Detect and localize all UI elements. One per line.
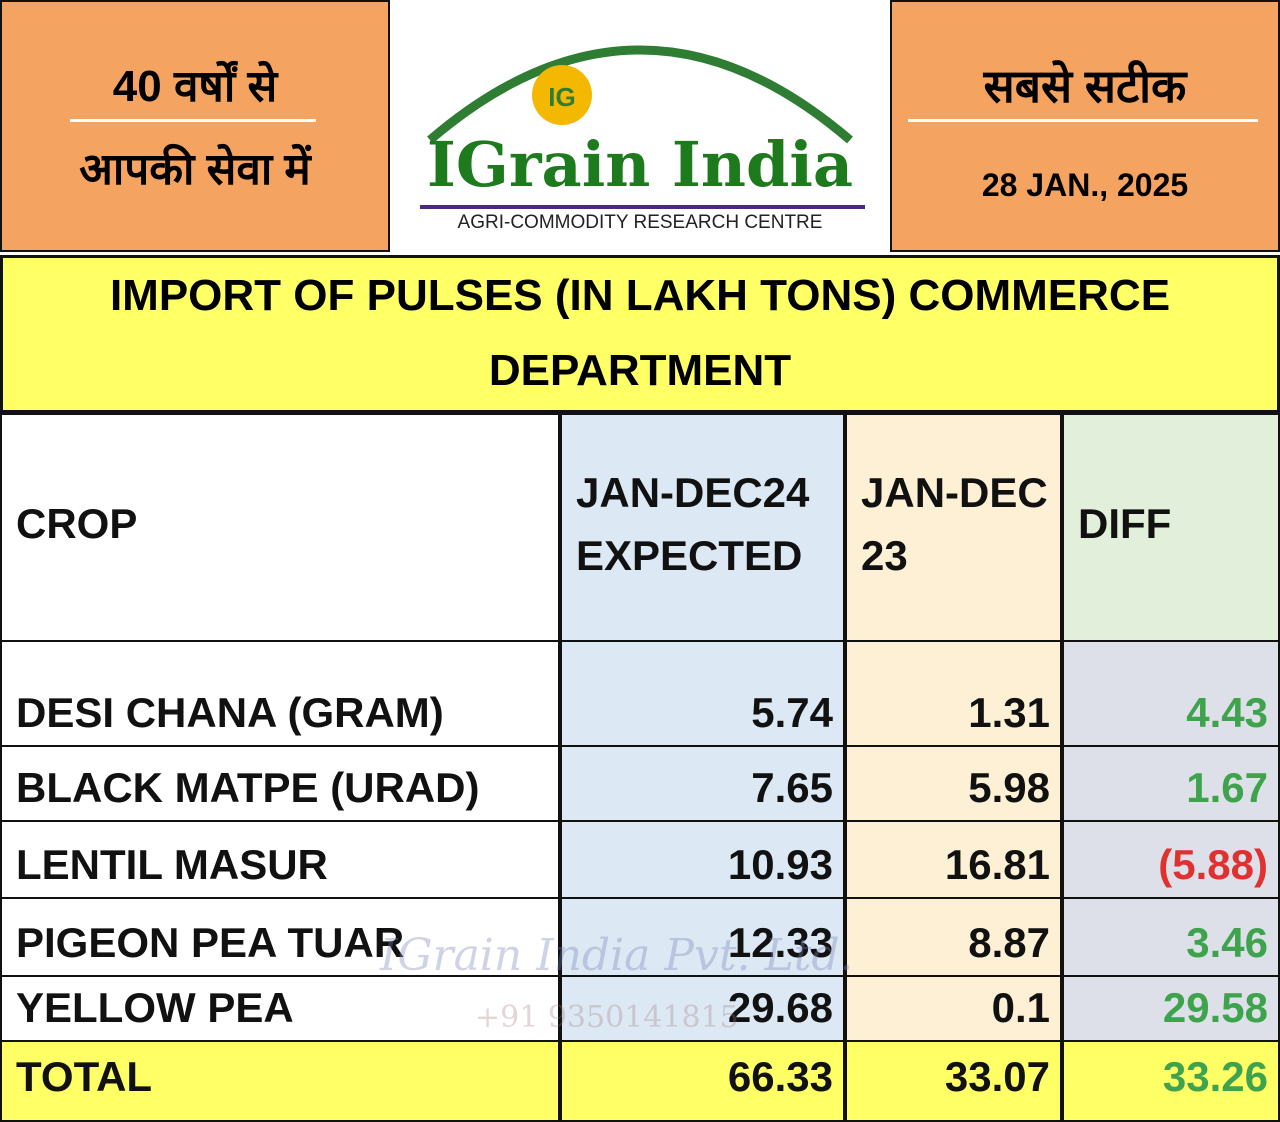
column-header: DIFF: [1062, 413, 1280, 642]
total-value: 66.33: [560, 1040, 845, 1122]
value-cell: (5.88): [1062, 820, 1280, 899]
date: 28 JAN., 2025: [981, 167, 1189, 203]
total-value: 33.26: [1062, 1040, 1280, 1122]
crop-cell: LENTIL MASUR: [0, 820, 560, 899]
value-cell: 1.67: [1062, 745, 1280, 822]
logo-subtitle: AGRI-COMMODITY RESEARCH CENTRE: [457, 212, 823, 233]
value-cell: 29.58: [1062, 975, 1280, 1042]
value-cell: 7.65: [560, 745, 845, 822]
logo: IG IGrain India AGRI-COMMODITY RESEARCH …: [390, 0, 890, 252]
value-cell: 4.43: [1062, 640, 1280, 747]
left-panel: 40 वर्षों से आपकी सेवा में: [0, 0, 390, 252]
column-header: CROP: [0, 413, 560, 642]
value-cell: 10.93: [560, 820, 845, 899]
value-cell: 8.87: [845, 897, 1062, 977]
right-panel: सबसे सटीक 28 JAN., 2025: [890, 0, 1280, 252]
value-cell: 5.98: [845, 745, 1062, 822]
value-cell: 29.68: [560, 975, 845, 1042]
logo-badge: IG: [548, 82, 575, 112]
column-header: JAN-DEC24 EXPECTED: [560, 413, 845, 642]
value-cell: 0.1: [845, 975, 1062, 1042]
value-cell: 5.74: [560, 640, 845, 747]
left-line: आपकी सेवा में: [79, 145, 311, 194]
column-header: JAN-DEC 23: [845, 413, 1062, 642]
value-cell: 12.33: [560, 897, 845, 977]
left-line: 40 वर्षों से: [112, 62, 278, 111]
watermark: IGrain India Pvt. Ltd.: [380, 930, 854, 981]
table-title: IMPORT OF PULSES (IN LAKH TONS) COMMERCE…: [0, 255, 1280, 413]
watermark: +91 9350141815: [475, 1000, 739, 1035]
total-label: TOTAL: [0, 1040, 560, 1122]
total-value: 33.07: [845, 1040, 1062, 1122]
value-cell: 3.46: [1062, 897, 1280, 977]
value-cell: 16.81: [845, 820, 1062, 899]
logo-art: IG: [420, 45, 865, 209]
logo-title: IGrain India: [426, 128, 854, 201]
value-cell: 1.31: [845, 640, 1062, 747]
right-title: सबसे सटीक: [983, 60, 1187, 112]
crop-cell: BLACK MATPE (URAD): [0, 745, 560, 822]
crop-cell: DESI CHANA (GRAM): [0, 640, 560, 747]
